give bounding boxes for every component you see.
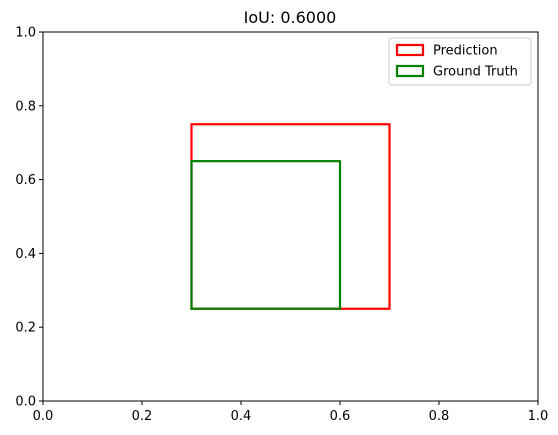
y-tick-label: 1.0: [15, 26, 36, 41]
x-tick-label: 0.8: [429, 409, 450, 424]
legend: Prediction Ground Truth: [389, 38, 531, 85]
ground-truth-box: [192, 161, 341, 309]
x-tick-label: 0.6: [330, 409, 351, 424]
y-tick-label: 0.4: [15, 247, 36, 262]
x-tick-label: 0.2: [132, 409, 153, 424]
y-tick-label: 0.6: [15, 173, 36, 188]
legend-label-ground-truth: Ground Truth: [433, 65, 518, 80]
y-tick-label: 0.0: [15, 395, 36, 410]
x-tick-label: 0.0: [33, 409, 54, 424]
prediction-box: [192, 124, 390, 309]
y-tick-label: 0.8: [15, 99, 36, 114]
x-tick-label: 1.0: [528, 409, 549, 424]
x-tick-label: 0.4: [231, 409, 252, 424]
legend-label-prediction: Prediction: [433, 44, 498, 59]
axes-frame: [43, 32, 538, 401]
y-tick-label: 0.2: [15, 321, 36, 336]
chart-title: IoU: 0.6000: [244, 8, 337, 27]
